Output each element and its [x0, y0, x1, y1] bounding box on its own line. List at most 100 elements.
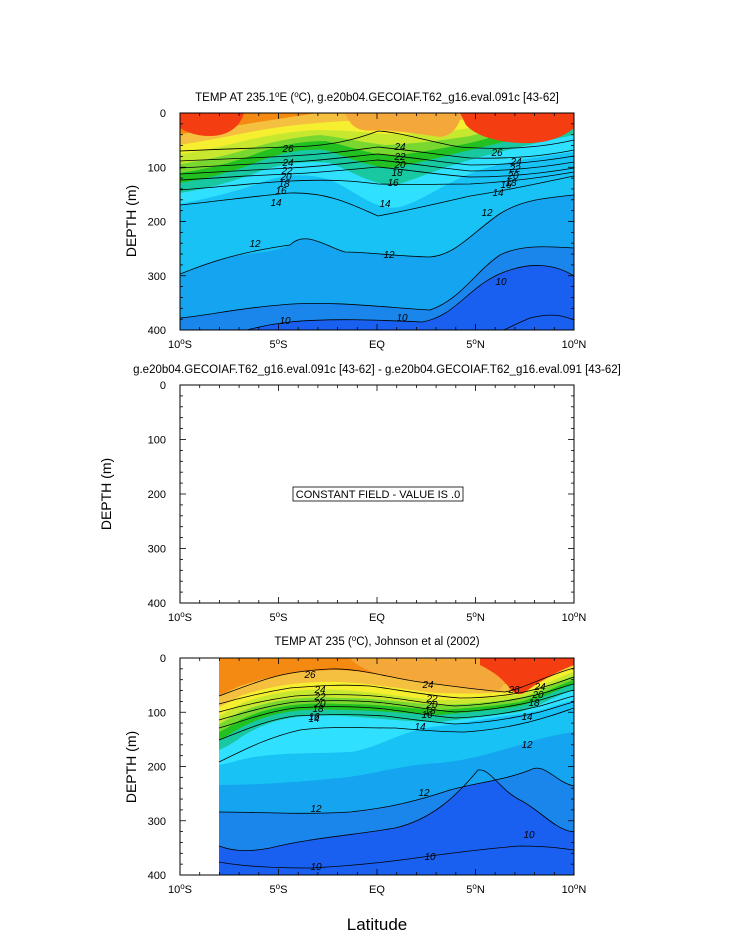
band-warm-red-left: [180, 113, 244, 136]
x-axis-label: Latitude: [347, 915, 408, 934]
x-tick-label: 10oS: [168, 882, 192, 896]
isotherm-26: [180, 130, 574, 152]
panel-1-contour-labels: 26 24 22 20 18 16 14 12 10 24 22 20 18 1…: [249, 142, 522, 327]
y-tick-label: 0: [160, 653, 166, 665]
y-tick-label: 300: [148, 816, 166, 828]
contour-label: 14: [379, 199, 391, 210]
isotherm-12: [218, 767, 574, 814]
isotherm-18: [218, 695, 574, 729]
isotherm-20: [218, 689, 574, 721]
x-tick-label: 10oS: [168, 610, 192, 624]
contour-label: 26: [303, 670, 316, 681]
panel-3-ylabel: DEPTH (m): [123, 731, 139, 803]
contour-label: 18: [505, 178, 517, 189]
isotherm-14: [218, 707, 574, 763]
contour-label: 10: [396, 313, 408, 324]
panel-3-title: TEMP AT 235 (oC), Johnson et al (2002): [274, 634, 479, 648]
x-tick-label: 5oN: [466, 337, 485, 351]
band-warm-red-right: [460, 113, 574, 144]
band-warm-light: [350, 658, 520, 690]
x-tick-label: EQ: [369, 884, 385, 896]
contour-label: 22: [508, 164, 521, 175]
contour-label: 18: [424, 706, 436, 717]
isotherm-16: [180, 171, 574, 191]
contour-label: 26: [281, 144, 294, 155]
contour-label: 16: [421, 710, 433, 721]
panel-2-ylabel: DEPTH (m): [98, 458, 114, 530]
contour-label: 10: [424, 852, 436, 863]
contour-label: 16: [308, 712, 320, 723]
contour-label: 10: [279, 316, 291, 327]
panel-1-axes: 10oS 5oS EQ 5oN 10oN 0 100 200 300 400: [148, 108, 587, 351]
y-tick-label: 0: [160, 108, 166, 120]
y-tick-label: 300: [148, 271, 166, 283]
x-tick-label: 5oN: [466, 882, 485, 896]
contour-label: 10: [523, 830, 535, 841]
panel-1: TEMP AT 235.1oE (oC), g.e20b04.GECOIAF.T…: [123, 90, 587, 351]
y-tick-label: 200: [148, 762, 166, 774]
contour-label: 20: [393, 160, 406, 171]
isotherm-22: [218, 683, 574, 713]
contour-label: 20: [279, 172, 292, 183]
x-tick-label: EQ: [369, 339, 385, 351]
panel-3-contour-fill: [218, 658, 574, 875]
contour-label: 10: [495, 277, 507, 288]
panel-1-title: TEMP AT 235.1oE (oC), g.e20b04.GECOIAF.T…: [195, 90, 559, 104]
band-warm-red: [480, 658, 574, 695]
contour-label: 24: [533, 682, 546, 693]
contour-label: 14: [492, 188, 504, 199]
panel-2-axes: 10oS 5oS EQ 5oN 10oN 0 100 200 300 400: [148, 380, 587, 624]
contour-label: 20: [425, 700, 438, 711]
panel-2-title: g.e20b04.GECOIAF.T62_g16.eval.091c [43-6…: [133, 364, 621, 376]
contour-label: 22: [425, 694, 438, 705]
contour-label: 18: [391, 168, 403, 179]
contour-label: 22: [393, 152, 406, 163]
y-tick-label: 400: [148, 598, 166, 610]
contour-label: 18: [528, 698, 540, 709]
panel-3-contour-lines: [218, 667, 574, 869]
x-tick-label: 5oS: [270, 337, 288, 351]
contour-label: 20: [313, 699, 326, 710]
y-tick-label: 400: [148, 325, 166, 337]
isotherm-26: [218, 667, 574, 697]
contour-label: 14: [521, 712, 533, 723]
contour-label: 12: [310, 804, 322, 815]
contour-label: 24: [421, 680, 434, 691]
isotherm-16: [218, 701, 574, 741]
contour-label: 10: [310, 862, 322, 873]
contour-label: 24: [509, 157, 522, 168]
isotherm-24: [218, 676, 574, 705]
contour-label: 12: [418, 788, 430, 799]
panel-1-ylabel: DEPTH (m): [123, 185, 139, 257]
panel-3: TEMP AT 235 (oC), Johnson et al (2002): [123, 634, 586, 896]
contour-label: 12: [481, 208, 493, 219]
contour-label: 24: [281, 158, 294, 169]
x-tick-label: 5oS: [270, 610, 288, 624]
contour-label: 14: [270, 198, 282, 209]
isotherm-10: [218, 769, 574, 852]
contour-label: 12: [383, 250, 395, 261]
contour-label: 16: [500, 180, 512, 191]
x-tick-label: 10oN: [562, 610, 587, 624]
y-tick-label: 100: [148, 707, 166, 719]
x-tick-label: EQ: [369, 612, 385, 624]
contour-label: 16: [387, 178, 399, 189]
isotherm-18: [180, 166, 574, 181]
band-26-band: [180, 113, 574, 145]
isotherm-24: [180, 146, 574, 162]
panel-3-contour-labels: 26 24 22 20 18 16 14 12 10 24 22 20 18 1…: [303, 670, 546, 873]
contour-label: 14: [414, 722, 426, 733]
contour-label: 22: [280, 166, 293, 177]
x-tick-label: 10oN: [562, 337, 587, 351]
isotherm-22: [180, 153, 574, 169]
isotherm-20: [180, 159, 574, 175]
constant-field-box: [292, 486, 464, 502]
x-tick-label: 5oS: [270, 882, 288, 896]
contour-label: 26: [490, 148, 503, 159]
y-tick-label: 300: [148, 544, 166, 556]
x-tick-label: 10oS: [168, 337, 192, 351]
y-tick-label: 400: [148, 870, 166, 882]
panel-1-contour-lines: [180, 130, 574, 330]
isotherm-14: [180, 175, 574, 217]
y-tick-label: 200: [148, 217, 166, 229]
